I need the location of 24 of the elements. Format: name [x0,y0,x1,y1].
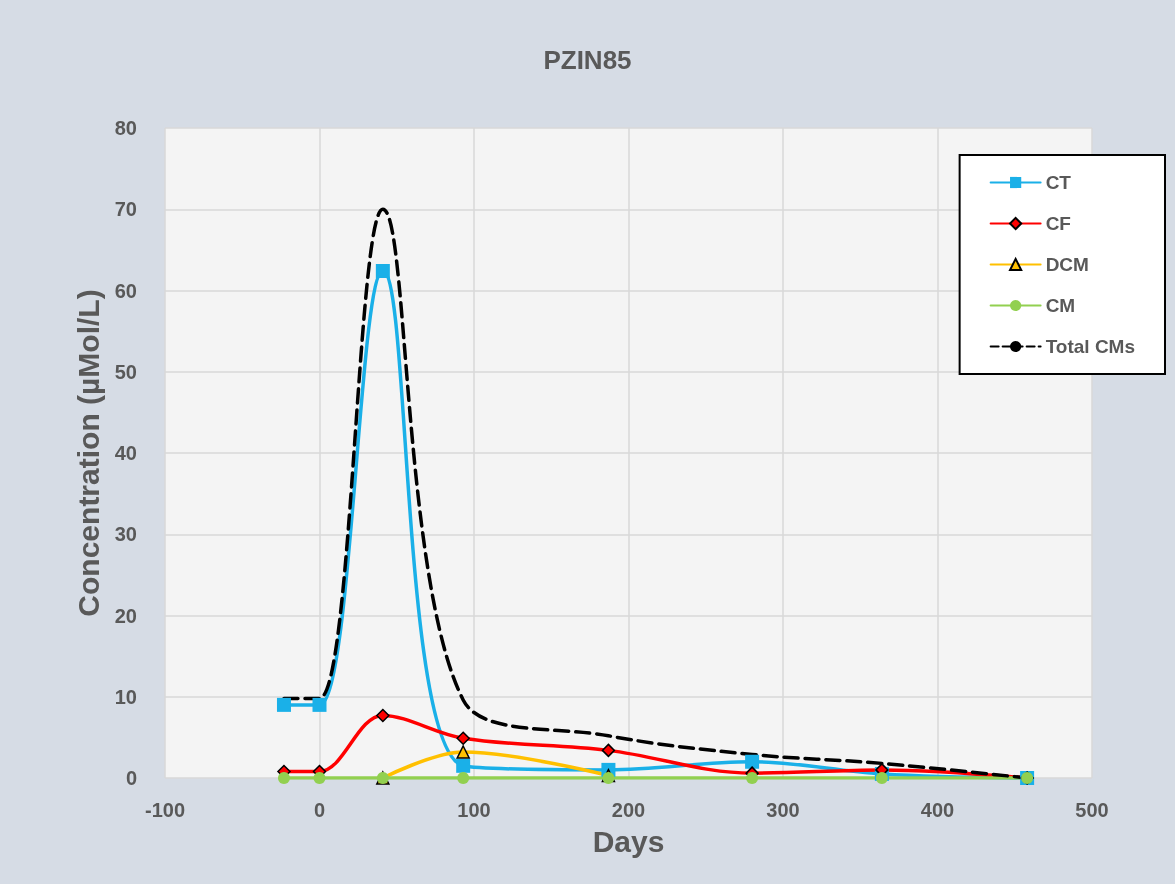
legend-label: CF [1045,213,1071,234]
chart-title: PZIN85 [543,45,632,75]
y-tick-label: 40 [114,442,137,464]
x-tick-label: 500 [1075,799,1109,821]
y-tick-label: 50 [114,360,137,383]
legend-label: CM [1045,295,1076,316]
y-tick-label: 30 [114,523,137,546]
y-tick-label: 60 [114,279,137,302]
x-axis-title: Days [592,824,665,858]
y-tick-label: 10 [114,685,137,708]
y-tick-label: 20 [114,604,137,627]
y-axis-title: Concentration (µMol/L) [72,289,106,617]
x-tick-label: 200 [611,799,646,821]
y-tick-label: 0 [125,767,137,789]
legend-label: Total CMs [1045,336,1136,357]
x-tick-label: 0 [313,799,326,821]
x-tick-label: 300 [766,799,800,821]
y-tick-label: 80 [114,117,137,139]
x-tick-label: 400 [920,799,955,821]
legend-label: CT [1045,172,1072,193]
y-tick-label: 70 [114,198,137,221]
x-tick-label: -100 [144,799,186,821]
legend-label: DCM [1045,254,1089,275]
x-tick-label: 100 [457,799,491,821]
